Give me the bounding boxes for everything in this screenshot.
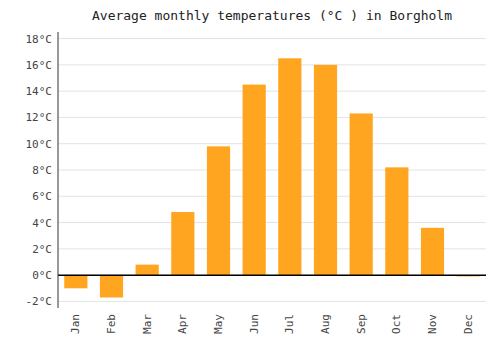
x-tick-label: Aug [319,314,332,334]
bar [207,146,230,275]
chart: Average monthly temperatures (°C ) in Bo… [0,0,500,350]
y-tick-label: 12°C [26,111,53,124]
x-tick-label: May [212,314,225,334]
x-tick-label: Apr [176,314,189,334]
y-tick-label: 0°C [32,269,52,282]
y-tick-label: 6°C [32,190,52,203]
x-tick-label: Jun [248,314,261,334]
bar [385,167,408,275]
x-tick-label: Feb [105,314,118,334]
grid-line [58,117,486,118]
grid-line [58,170,486,171]
x-tick-label: Sep [355,314,368,334]
x-tick-label: Dec [462,314,475,334]
grid-line [58,301,486,302]
grid-line [58,275,486,276]
grid-line [58,222,486,223]
bar [171,212,194,275]
x-tick-label: Oct [390,314,403,334]
y-tick-label: 10°C [26,138,53,151]
title: Average monthly temperatures (°C ) in Bo… [92,8,452,23]
bar [278,58,301,275]
y-tick-label: 4°C [32,217,52,230]
y-tick-label: 8°C [32,164,52,177]
x-tick-label: Jan [69,314,82,334]
bar [64,275,87,288]
zero-line [58,274,486,276]
bar [243,85,266,276]
y-axis-line [58,32,59,308]
y-tick-label: 2°C [32,243,52,256]
x-tick-label: Jul [283,314,296,334]
grid-line [58,196,486,197]
bar [136,265,159,276]
bar [314,65,337,275]
grid-line [58,38,486,39]
grid-line [58,91,486,92]
bars [64,58,480,297]
grid [58,39,486,302]
bar [100,275,123,297]
grid-line [58,64,486,65]
bar [421,228,444,275]
x-tick-label: Nov [426,314,439,334]
y-tick-label: 18°C [26,33,53,46]
grid-line [58,143,486,144]
bar [350,113,373,275]
x-tick-label: Mar [141,314,154,334]
y-tick-label: -2°C [26,295,53,308]
y-tick-label: 16°C [26,59,53,72]
y-tick-label: 14°C [26,85,53,98]
